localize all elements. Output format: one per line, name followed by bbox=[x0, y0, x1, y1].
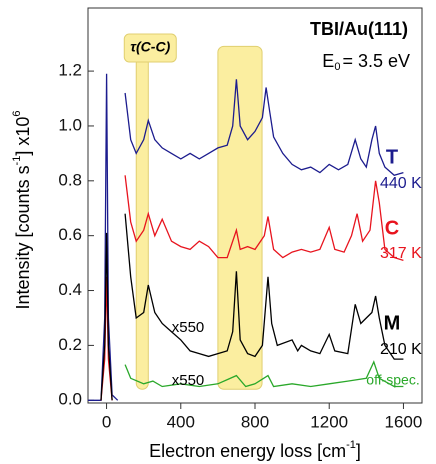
x-tick-label: 1600 bbox=[385, 412, 423, 431]
y-label-part: -1 bbox=[11, 156, 23, 166]
highlight-label-box bbox=[123, 33, 177, 63]
annotation: x550 bbox=[172, 319, 205, 336]
y-tick-label: 1.2 bbox=[58, 61, 82, 80]
x-label-part: ] bbox=[356, 441, 361, 461]
x-tick-label: 1200 bbox=[310, 412, 348, 431]
y-tick-label: 0.4 bbox=[58, 280, 82, 299]
series-label: M bbox=[384, 312, 401, 334]
x-tick-label: 400 bbox=[167, 412, 195, 431]
y-label-part: Intensity [counts s bbox=[13, 165, 33, 309]
subtitle-part: E bbox=[322, 51, 334, 71]
series-label: T bbox=[386, 146, 398, 168]
y-axis-label: Intensity [counts s-1] x106 bbox=[11, 110, 33, 309]
spectrum-line bbox=[124, 360, 404, 388]
x-axis-label: Electron energy loss [cm-1] bbox=[149, 439, 361, 461]
spectrum-line bbox=[100, 213, 404, 401]
x-tick-label: 0 bbox=[102, 412, 111, 431]
y-tick-label: 0.6 bbox=[58, 225, 82, 244]
x-tick-label: 800 bbox=[241, 412, 269, 431]
highlight-region bbox=[135, 56, 149, 390]
annotation: x550 bbox=[172, 372, 205, 389]
series-temperature: 317 K bbox=[380, 245, 422, 262]
series-temperature: 440 K bbox=[380, 175, 422, 192]
highlight-label: τ(C-C) bbox=[130, 39, 170, 55]
y-tick-label: 0.8 bbox=[58, 170, 82, 189]
y-label-part: ] x10 bbox=[13, 117, 33, 156]
chart-subtitle: E0 = 3.5 eV bbox=[322, 51, 410, 73]
x-label-part: Electron energy loss [cm bbox=[149, 441, 346, 461]
y-tick-label: 0.2 bbox=[58, 335, 82, 354]
chart-title: TBI/Au(111) bbox=[310, 19, 408, 39]
y-label-part: 6 bbox=[11, 110, 23, 116]
y-tick-label: 1.0 bbox=[58, 115, 82, 134]
y-tick-label: 0.0 bbox=[58, 390, 82, 409]
highlight-region bbox=[217, 45, 263, 390]
series-label: off-spec. bbox=[366, 372, 419, 388]
x-label-part: -1 bbox=[346, 439, 356, 451]
subtitle-part: = 3.5 eV bbox=[342, 51, 410, 71]
series-temperature: 210 K bbox=[380, 341, 422, 358]
series-label: C bbox=[385, 217, 399, 239]
subtitle-part: 0 bbox=[334, 61, 340, 73]
